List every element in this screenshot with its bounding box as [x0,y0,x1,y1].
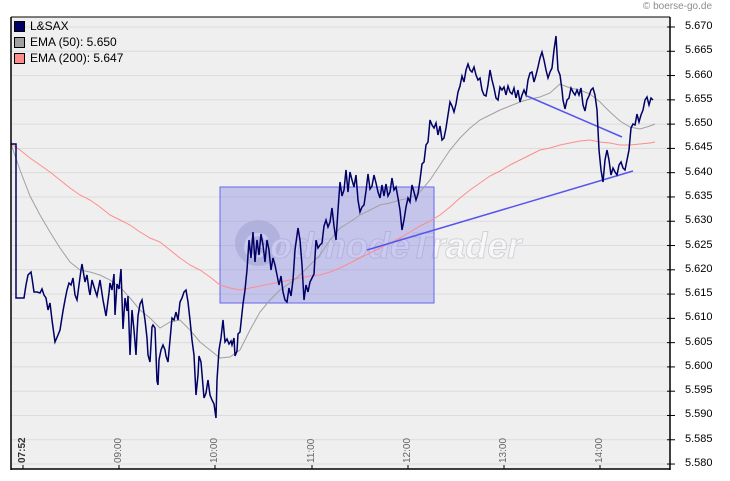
y-tick-label: 5.595 [685,384,713,397]
ema50-swatch-icon [14,36,25,48]
legend-label: L&SAX [30,19,69,33]
legend-label: EMA (200): 5.647 [30,51,124,65]
legend-item-price: L&SAX [12,18,123,34]
x-tick-label: 10:00 [209,437,220,463]
x-tick-label: 13:00 [498,437,509,463]
y-tick-label: 5.660 [685,68,713,81]
x-tick-label: 11:00 [306,438,317,463]
y-tick-label: 5.640 [685,165,713,178]
ema200-line [10,139,656,291]
x-tick-label: 07:52 [17,437,28,463]
grid-lines [11,26,670,465]
copyright-label: © boerse-go.de [642,1,712,12]
ema200-swatch-icon [14,52,25,64]
price-swatch-icon [14,20,25,32]
resistance-trendline [526,95,623,138]
y-tick-label: 5.585 [685,432,713,445]
plot-background [11,17,670,469]
x-tick-label: 12:00 [402,437,413,463]
y-tick-label: 5.645 [685,141,713,154]
y-tick-label: 5.610 [685,311,713,324]
y-tick-label: 5.655 [685,92,713,105]
y-axis-ticks [667,26,675,465]
y-tick-label: 5.665 [685,44,713,57]
y-tick-label: 5.625 [685,238,713,251]
y-tick-label: 5.600 [685,359,713,372]
y-tick-label: 5.650 [685,117,713,130]
legend-item-ema200: EMA (200): 5.647 [12,50,123,66]
legend-label: EMA (50): 5.650 [30,35,117,49]
y-tick-label: 5.620 [685,262,713,275]
y-tick-label: 5.580 [685,457,713,470]
price-line [11,35,654,419]
x-tick-label: 14:00 [594,437,605,463]
support-trendline [366,170,634,251]
x-tick-label: 09:00 [113,437,124,463]
legend: L&SAX EMA (50): 5.650 EMA (200): 5.647 [12,18,123,66]
y-tick-label: 5.630 [685,214,713,227]
y-tick-label: 5.635 [685,189,713,202]
y-tick-label: 5.670 [685,20,713,32]
y-tick-label: 5.615 [685,287,713,300]
legend-item-ema50: EMA (50): 5.650 [12,34,123,50]
y-tick-label: 5.590 [685,408,713,421]
y-tick-label: 5.605 [685,335,713,348]
